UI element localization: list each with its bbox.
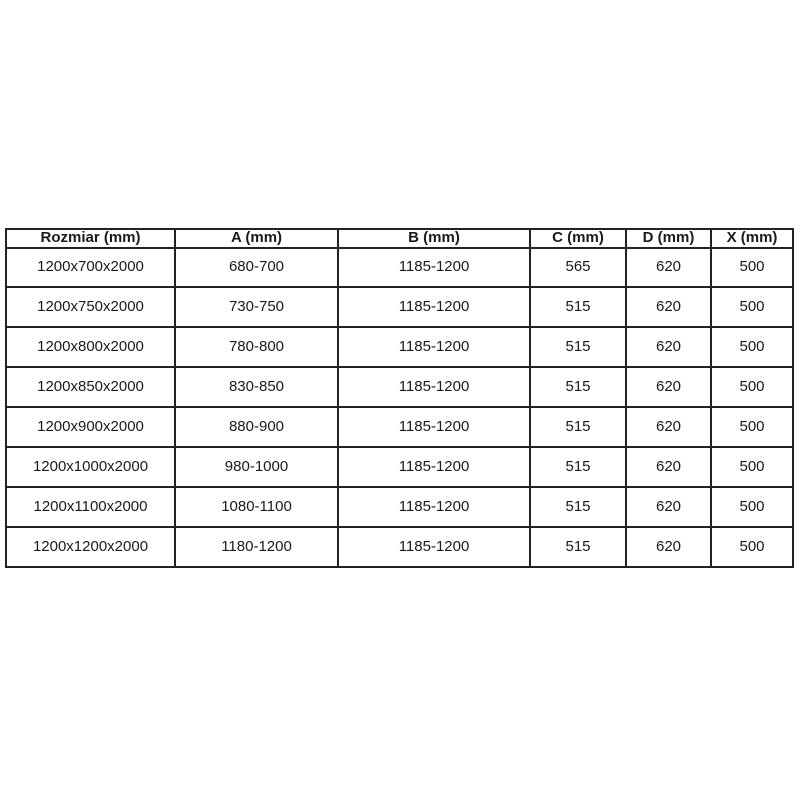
- table-row: 1200x700x2000 680-700 1185-1200 565 620 …: [5, 246, 794, 289]
- cell-rozmiar: 1200x900x2000: [5, 406, 176, 449]
- cell-b: 1185-1200: [337, 446, 531, 489]
- cell-x: 500: [710, 366, 794, 409]
- cell-a: 1180-1200: [174, 526, 339, 568]
- cell-c: 515: [529, 526, 627, 568]
- column-header-rozmiar: Rozmiar (mm): [5, 228, 176, 249]
- cell-b: 1185-1200: [337, 326, 531, 369]
- cell-x: 500: [710, 286, 794, 329]
- cell-rozmiar: 1200x1000x2000: [5, 446, 176, 489]
- column-header-b: B (mm): [337, 228, 531, 249]
- cell-b: 1185-1200: [337, 366, 531, 409]
- table-row: 1200x850x2000 830-850 1185-1200 515 620 …: [5, 366, 794, 409]
- cell-rozmiar: 1200x750x2000: [5, 286, 176, 329]
- table-row: 1200x800x2000 780-800 1185-1200 515 620 …: [5, 326, 794, 369]
- cell-d: 620: [625, 526, 712, 568]
- column-header-x: X (mm): [710, 228, 794, 249]
- cell-x: 500: [710, 446, 794, 489]
- cell-x: 500: [710, 526, 794, 568]
- cell-c: 515: [529, 366, 627, 409]
- cell-b: 1185-1200: [337, 486, 531, 529]
- cell-a: 730-750: [174, 286, 339, 329]
- cell-d: 620: [625, 246, 712, 289]
- cell-x: 500: [710, 326, 794, 369]
- cell-x: 500: [710, 486, 794, 529]
- cell-c: 515: [529, 406, 627, 449]
- column-header-a: A (mm): [174, 228, 339, 249]
- cell-a: 680-700: [174, 246, 339, 289]
- cell-c: 515: [529, 446, 627, 489]
- cell-a: 880-900: [174, 406, 339, 449]
- cell-d: 620: [625, 286, 712, 329]
- cell-b: 1185-1200: [337, 526, 531, 568]
- spec-table-container: Rozmiar (mm) A (mm) B (mm) C (mm) D (mm)…: [5, 228, 794, 568]
- cell-d: 620: [625, 366, 712, 409]
- cell-c: 515: [529, 326, 627, 369]
- cell-d: 620: [625, 406, 712, 449]
- cell-b: 1185-1200: [337, 246, 531, 289]
- cell-c: 565: [529, 246, 627, 289]
- table-row: 1200x900x2000 880-900 1185-1200 515 620 …: [5, 406, 794, 449]
- cell-c: 515: [529, 486, 627, 529]
- cell-x: 500: [710, 246, 794, 289]
- cell-a: 1080-1100: [174, 486, 339, 529]
- cell-x: 500: [710, 406, 794, 449]
- table-row: 1200x1100x2000 1080-1100 1185-1200 515 6…: [5, 486, 794, 529]
- cell-a: 780-800: [174, 326, 339, 369]
- cell-d: 620: [625, 486, 712, 529]
- cell-a: 830-850: [174, 366, 339, 409]
- column-header-d: D (mm): [625, 228, 712, 249]
- table-header: Rozmiar (mm) A (mm) B (mm) C (mm) D (mm)…: [5, 228, 794, 249]
- dimensions-spec-table: Rozmiar (mm) A (mm) B (mm) C (mm) D (mm)…: [5, 228, 794, 568]
- cell-rozmiar: 1200x1100x2000: [5, 486, 176, 529]
- table-row: 1200x1000x2000 980-1000 1185-1200 515 62…: [5, 446, 794, 489]
- table-row: 1200x750x2000 730-750 1185-1200 515 620 …: [5, 286, 794, 329]
- cell-rozmiar: 1200x700x2000: [5, 246, 176, 289]
- cell-d: 620: [625, 446, 712, 489]
- cell-c: 515: [529, 286, 627, 329]
- table-row: 1200x1200x2000 1180-1200 1185-1200 515 6…: [5, 526, 794, 568]
- cell-b: 1185-1200: [337, 286, 531, 329]
- cell-a: 980-1000: [174, 446, 339, 489]
- cell-d: 620: [625, 326, 712, 369]
- cell-rozmiar: 1200x800x2000: [5, 326, 176, 369]
- cell-b: 1185-1200: [337, 406, 531, 449]
- table-body: 1200x700x2000 680-700 1185-1200 565 620 …: [5, 246, 794, 568]
- cell-rozmiar: 1200x850x2000: [5, 366, 176, 409]
- table-header-row: Rozmiar (mm) A (mm) B (mm) C (mm) D (mm)…: [5, 228, 794, 249]
- column-header-c: C (mm): [529, 228, 627, 249]
- cell-rozmiar: 1200x1200x2000: [5, 526, 176, 568]
